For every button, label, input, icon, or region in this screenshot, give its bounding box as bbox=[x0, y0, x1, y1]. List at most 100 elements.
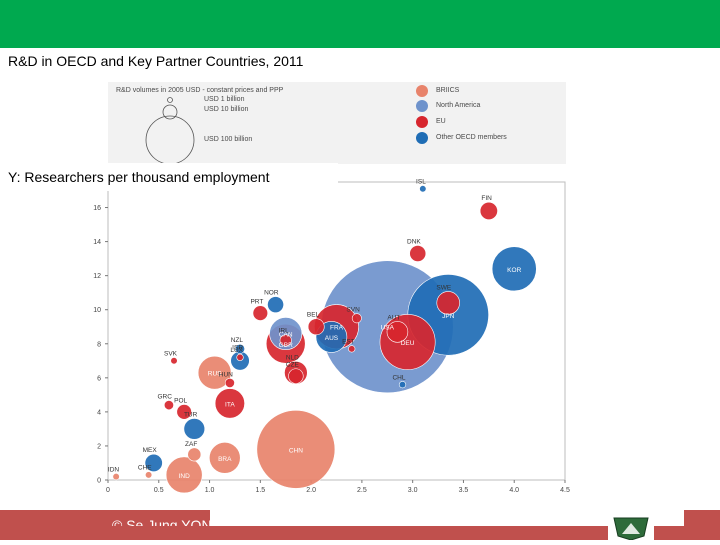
bubble-chart: 0 0.5 1.0 1.5 2.0 2.5 3.0 3.5 4.0 4.5 0 2 4 6 8 10 12 14 1… bbox=[93, 179, 570, 494]
bubble-label-rus: RUS bbox=[208, 371, 222, 378]
bubble-label-aus: AUS bbox=[325, 335, 339, 342]
bubble-hun bbox=[224, 377, 235, 388]
bubble-label-dnk: DNK bbox=[407, 238, 421, 245]
legend-swatch-other-oecd bbox=[416, 132, 428, 144]
legend-swatch-eu bbox=[416, 116, 428, 128]
bubble-cze bbox=[288, 368, 304, 384]
bubble-label-kor: KOR bbox=[507, 267, 521, 274]
bubble-label-est: EST bbox=[342, 339, 355, 346]
bubble-nor bbox=[267, 296, 284, 313]
bubble-bel bbox=[307, 318, 325, 336]
bubble-svn bbox=[351, 313, 362, 324]
bubble-fin bbox=[479, 201, 498, 220]
legend-circle-large bbox=[145, 115, 195, 164]
bubble-grc bbox=[163, 400, 174, 411]
bubble-dnk bbox=[409, 245, 427, 262]
bubble-label-zaf: ZAF bbox=[185, 441, 197, 448]
bubble-label-usa: USA bbox=[381, 325, 395, 332]
x-tick-label: 0 bbox=[106, 487, 110, 494]
legend-swatch-north-america bbox=[416, 100, 428, 112]
bubble-label-ind: IND bbox=[179, 473, 191, 480]
y-tick-label: 8 bbox=[97, 341, 101, 348]
footer-overlay bbox=[210, 502, 684, 526]
legend-size-2: USD 10 billion bbox=[204, 106, 249, 113]
legend-label-eu: EU bbox=[436, 118, 446, 125]
bubble-zaf bbox=[187, 447, 202, 462]
bubble-label-fra: FRA bbox=[330, 325, 344, 332]
legend-size-circles bbox=[145, 85, 428, 164]
legend-size-3: USD 100 billion bbox=[204, 136, 253, 143]
bubble-label-swe: SWE bbox=[436, 284, 451, 291]
y-tick-label: 16 bbox=[93, 205, 101, 212]
bubble-label-bra: BRA bbox=[218, 456, 232, 463]
bubble-label-chl: CHL bbox=[392, 374, 405, 381]
x-tick-label: 4.5 bbox=[560, 487, 570, 494]
bubble-label-ita: ITA bbox=[225, 401, 235, 408]
bubble-idn bbox=[112, 472, 120, 481]
bubble-label-che: CHE bbox=[138, 465, 152, 472]
bubble-label-can: CAN bbox=[279, 332, 293, 339]
bubble-label-nor: NOR bbox=[264, 290, 279, 297]
x-tick-label: 0.5 bbox=[154, 487, 164, 494]
x-tick-label: 1.0 bbox=[205, 487, 215, 494]
bubble-swe bbox=[436, 291, 460, 315]
bubble-label-prt: PRT bbox=[250, 299, 263, 306]
y-tick-label: 12 bbox=[93, 273, 101, 280]
bubble-label-cze: CZE bbox=[286, 362, 300, 369]
bubble-label-isl: ISL bbox=[416, 179, 426, 186]
bubble-che bbox=[145, 471, 153, 479]
y-tick-label: 6 bbox=[97, 375, 101, 382]
bubble-label-tur: TUR bbox=[184, 411, 198, 418]
y-tick-label: 0 bbox=[97, 478, 101, 485]
y-tick-label: 2 bbox=[97, 443, 101, 450]
x-tick-label: 3.0 bbox=[408, 487, 418, 494]
bubble-aut bbox=[386, 321, 409, 343]
legend-label-briics: BRIICS bbox=[436, 87, 460, 94]
bubble-label-chn: CHN bbox=[289, 447, 303, 454]
bubble-label-jpn: JPN bbox=[442, 313, 455, 320]
slide-title: R&D in OECD and Key Partner Countries, 2… bbox=[0, 48, 516, 74]
legend-circle-small bbox=[167, 97, 173, 103]
y-tick-label: 4 bbox=[97, 409, 101, 416]
university-emblem-icon bbox=[608, 512, 654, 541]
bubble-label-nld: NLD bbox=[286, 354, 299, 361]
bubble-lux bbox=[236, 353, 244, 361]
bubble-label-gbr: GBR bbox=[279, 342, 293, 349]
bubble-est bbox=[348, 345, 356, 353]
x-tick-label: 2.5 bbox=[357, 487, 367, 494]
bubble-ita bbox=[214, 388, 245, 419]
bubble-label-svn: SVN bbox=[346, 307, 360, 314]
bubble-label-isr: ISR bbox=[232, 344, 243, 351]
bubble-label-svk: SVK bbox=[164, 351, 178, 358]
legend-circle-medium bbox=[162, 104, 178, 120]
y-tick-label: 10 bbox=[93, 307, 101, 314]
bubble-label-grc: GRC bbox=[157, 393, 172, 400]
bubble-label-pol: POL bbox=[174, 398, 187, 405]
bubble-chl bbox=[398, 381, 407, 389]
bubble-label-deu: DEU bbox=[401, 340, 415, 347]
bubble-ind bbox=[165, 456, 203, 494]
top-banner bbox=[0, 0, 720, 48]
bubble-label-nzl: NZL bbox=[231, 337, 244, 344]
bubble-label-fin: FIN bbox=[481, 195, 492, 202]
x-tick-label: 2.0 bbox=[306, 487, 316, 494]
legend-swatch-briics bbox=[416, 85, 428, 97]
bubble-pol bbox=[176, 404, 192, 420]
bubble-label-irl: IRL bbox=[279, 328, 290, 335]
bubble-label-mex: MEX bbox=[143, 447, 158, 454]
bubble-rus bbox=[197, 355, 232, 390]
bubble-can bbox=[269, 317, 303, 351]
bubble-label-aut: AUT bbox=[387, 314, 400, 321]
y-tick-label: 14 bbox=[93, 239, 101, 246]
bubble-mex bbox=[144, 453, 163, 473]
bubble-label-idn: IDN bbox=[108, 466, 120, 473]
bubble-kor bbox=[491, 246, 537, 292]
bubble-label-hun: HUN bbox=[219, 371, 233, 378]
y-axis-caption: Y: Researchers per thousand employment bbox=[0, 163, 338, 191]
x-tick-label: 4.0 bbox=[509, 487, 519, 494]
bubble-prt bbox=[252, 305, 269, 321]
legend-size-heading: R&D volumes in 2005 USD - constant price… bbox=[116, 87, 284, 94]
legend-label-other-oecd: Other OECD members bbox=[436, 134, 507, 141]
bubble-bra bbox=[209, 442, 241, 474]
bubble-isl bbox=[419, 185, 427, 193]
